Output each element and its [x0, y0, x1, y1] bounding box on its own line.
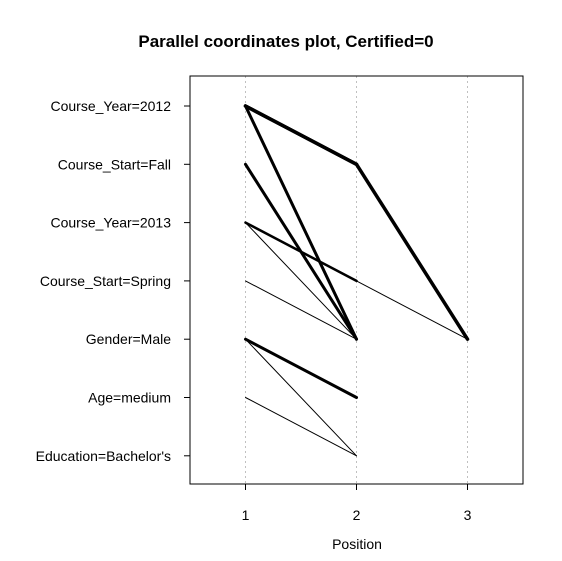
series-line-10 [245, 338, 357, 457]
x-tick-label: 2 [353, 507, 361, 523]
y-tick-label: Course_Year=2013 [50, 215, 171, 231]
series-line-6 [244, 221, 358, 283]
y-tick-label: Course_Year=2012 [50, 98, 171, 114]
series-line-3 [244, 104, 358, 341]
y-axis-ticks: Course_Year=2012 Course_Start=Fall Course_… [36, 98, 190, 464]
series-line-2 [243, 104, 359, 167]
series-line-11 [245, 397, 357, 457]
y-tick-label: Gender=Male [86, 331, 171, 347]
series-lines [243, 104, 470, 457]
grid-lines [245, 76, 468, 484]
chart-title: Parallel coordinates plot, Certified=0 [138, 32, 433, 51]
y-tick-label: Course_Start=Spring [40, 273, 171, 289]
y-tick-label: Course_Start=Fall [58, 156, 171, 172]
x-axis-label: Position [332, 536, 382, 552]
series-line-9 [244, 337, 358, 399]
y-tick-label: Education=Bachelor's [36, 448, 171, 464]
series-line-7 [245, 222, 357, 340]
x-tick-label: 1 [242, 507, 250, 523]
y-tick-label: Age=medium [88, 390, 171, 406]
x-axis-ticks: 1 2 3 [242, 484, 472, 523]
series-line-8 [245, 280, 357, 340]
x-tick-label: 3 [464, 507, 472, 523]
